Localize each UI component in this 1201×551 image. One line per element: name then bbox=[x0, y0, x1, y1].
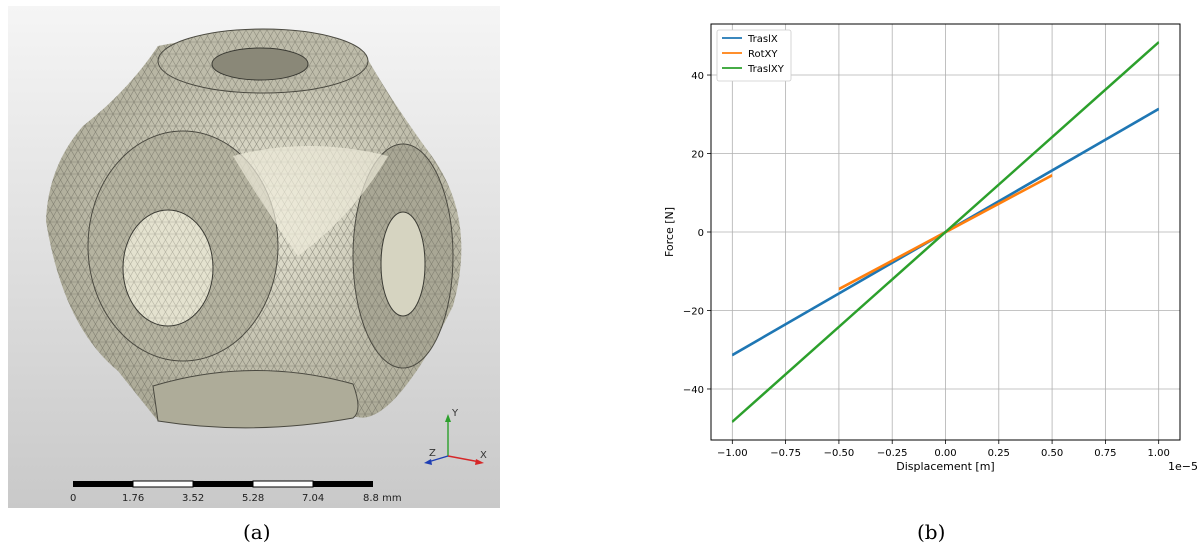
y-tick-label: −20 bbox=[683, 306, 704, 317]
legend-entry: RotXY bbox=[748, 49, 778, 60]
x-axis-multiplier: 1e−5 bbox=[1168, 460, 1198, 473]
legend-entry: TraslXY bbox=[747, 64, 785, 75]
legend-entry: TraslX bbox=[747, 34, 778, 45]
right-hole bbox=[380, 211, 426, 317]
x-axis-label: Displacement [m] bbox=[896, 460, 994, 473]
y-tick-label: 40 bbox=[691, 71, 704, 82]
chart-svg: −1.00 −0.75 −0.50 −0.25 0.00 0.25 0.50 0.75 1.00… bbox=[663, 23, 1198, 473]
meshed-part bbox=[46, 28, 462, 429]
x-tick-label: 0.00 bbox=[934, 448, 956, 459]
axis-z-label: Z bbox=[429, 448, 436, 459]
scale-tick-label: 8.8 mm bbox=[363, 493, 402, 504]
y-tick-label: 0 bbox=[698, 228, 704, 239]
legend: TraslX RotXY TraslXY bbox=[716, 29, 792, 82]
mesh-view-panel: Y X Z 0 1.76 3.52 5.28 7.04 8.8 mm bbox=[8, 6, 500, 508]
scale-tick-label: 3.52 bbox=[182, 493, 204, 504]
scale-bar: 0 1.76 3.52 5.28 7.04 8.8 mm bbox=[70, 480, 402, 504]
axes-triad: Y X Z bbox=[424, 408, 487, 465]
x-tick-label: −0.75 bbox=[770, 448, 801, 459]
scale-tick-label: 1.76 bbox=[122, 493, 144, 504]
y-tick-label: 20 bbox=[691, 150, 704, 161]
caption-b: (b) bbox=[917, 520, 946, 544]
mesh-view-svg: Y X Z 0 1.76 3.52 5.28 7.04 8.8 mm bbox=[8, 6, 500, 508]
x-tick-label: 0.50 bbox=[1041, 448, 1063, 459]
scale-tick-label: 5.28 bbox=[242, 493, 264, 504]
series-line-traslxy-return bbox=[731, 41, 1160, 422]
caption-a: (a) bbox=[243, 520, 271, 544]
force-displacement-chart: −1.00 −0.75 −0.50 −0.25 0.00 0.25 0.50 0.75 1.00… bbox=[655, 8, 1201, 480]
x-tick-label: −1.00 bbox=[717, 448, 748, 459]
axis-x-label: X bbox=[480, 450, 487, 461]
top-hole bbox=[211, 47, 309, 81]
x-tick-label: −0.25 bbox=[877, 448, 908, 459]
x-tick-label: 0.25 bbox=[988, 448, 1010, 459]
y-axis-label: Force [N] bbox=[663, 207, 676, 257]
series-line-traslxy bbox=[731, 42, 1160, 423]
tick-labels: −1.00 −0.75 −0.50 −0.25 0.00 0.25 0.50 0.75 1.00… bbox=[683, 71, 1170, 459]
x-tick-label: 0.75 bbox=[1094, 448, 1116, 459]
scale-tick-label: 7.04 bbox=[302, 493, 324, 504]
axis-y-label: Y bbox=[451, 408, 459, 419]
scale-tick-label: 0 bbox=[70, 493, 76, 504]
series-lines bbox=[731, 41, 1160, 423]
x-tick-label: −0.50 bbox=[824, 448, 855, 459]
x-tick-label: 1.00 bbox=[1148, 448, 1170, 459]
y-tick-label: −40 bbox=[683, 385, 704, 396]
